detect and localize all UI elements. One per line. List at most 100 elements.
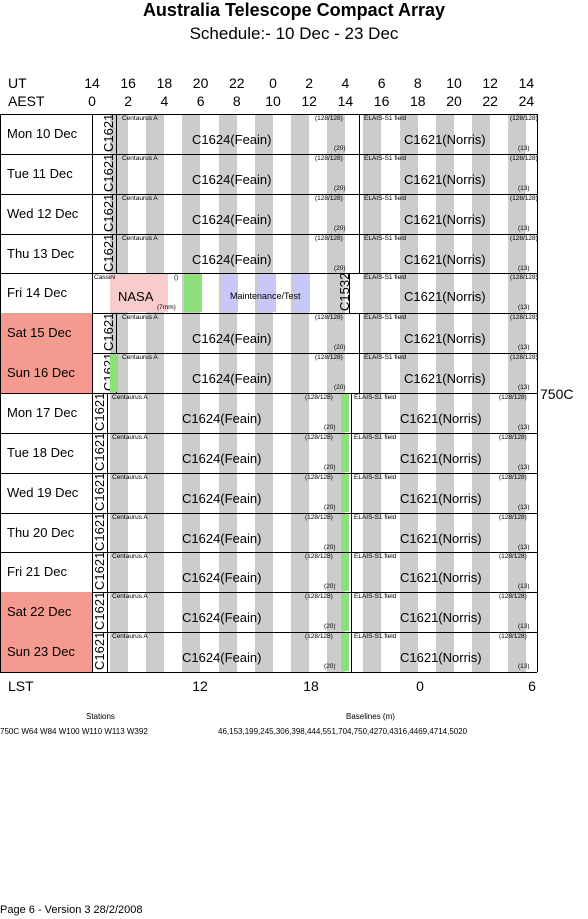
ratio-right: (128/128) xyxy=(510,274,538,282)
ratio-right: (128/128) xyxy=(499,433,527,441)
maint-label: Maintenance/Test xyxy=(230,291,301,302)
nasa-label: NASA xyxy=(118,289,154,305)
row-divider xyxy=(0,353,537,355)
aest-tick: 4 xyxy=(160,93,169,109)
c1621-norris: C1621(Norris) xyxy=(404,251,486,267)
n20: (20) xyxy=(334,184,346,192)
ratio-left: (128/128) xyxy=(315,154,343,162)
n20: (20) xyxy=(324,463,336,471)
c1624-end xyxy=(351,472,352,513)
c1621-vertical: C1621 xyxy=(92,472,107,511)
centaurus-label: Centaurus A xyxy=(122,234,158,242)
centaurus-label: Centaurus A xyxy=(112,394,148,402)
ut-tick: 12 xyxy=(482,75,498,91)
n20: (20) xyxy=(324,583,336,591)
aest-axis-label: AEST xyxy=(8,93,45,109)
c1621-norris: C1621(Norris) xyxy=(400,610,482,626)
green-block xyxy=(341,553,349,592)
n13: (13) xyxy=(518,503,530,511)
c1624-end xyxy=(359,153,360,194)
day-label: Sat 15 Dec xyxy=(0,313,92,354)
row-divider xyxy=(0,193,537,195)
n20: (20) xyxy=(334,224,346,232)
c1621-norris: C1621(Norris) xyxy=(404,331,486,347)
c1624-end xyxy=(359,353,360,394)
stations-text: 750C W64 W84 W100 W110 W113 W392 xyxy=(0,727,148,736)
c1624-label: C1624(Feain) xyxy=(192,371,272,387)
green-block xyxy=(341,394,349,433)
n20: (20) xyxy=(324,424,336,432)
c1621-norris: C1621(Norris) xyxy=(404,211,486,227)
hour-stripe xyxy=(110,114,128,672)
grid-right xyxy=(537,114,538,672)
c1621-vertical: C1621 xyxy=(92,631,107,671)
cassini-label: Cassini xyxy=(94,274,116,282)
n20: (20) xyxy=(324,543,336,551)
maint-bg3 xyxy=(294,274,310,313)
c1621-norris: C1621(Norris) xyxy=(400,450,482,466)
green-block xyxy=(341,473,349,512)
ratio-right: (128/128) xyxy=(499,593,527,601)
ratio-left: (128/128) xyxy=(305,394,333,402)
c1621-divider xyxy=(107,472,108,513)
ratio-right: (128/128) xyxy=(499,633,527,641)
centaurus-label: Centaurus A xyxy=(112,433,148,441)
ratio-right: (128/128) xyxy=(510,115,538,122)
centaurus-label: Centaurus A xyxy=(112,553,148,561)
ratio-right: (128/128) xyxy=(510,154,538,162)
c1621-vertical: C1621 xyxy=(92,552,107,591)
n20: (20) xyxy=(334,264,346,272)
c1621-norris: C1621(Norris) xyxy=(400,530,482,546)
ut-tick: 14 xyxy=(84,75,100,91)
ut-tick: 8 xyxy=(413,75,422,91)
c1621-divider xyxy=(107,393,108,433)
elais-label: ELAIS-S1 field xyxy=(354,553,397,561)
c1624-label: C1624(Feain) xyxy=(192,211,272,227)
aest-tick: 24 xyxy=(518,93,535,109)
n20: (20) xyxy=(324,503,336,511)
elais-label: ELAIS-S1 field xyxy=(364,115,407,122)
div-line xyxy=(349,273,350,314)
lst-tick: 6 xyxy=(528,678,536,694)
paren-label: () xyxy=(174,274,179,282)
aest-tick: 8 xyxy=(232,93,241,109)
ratio-right: (128/128) xyxy=(510,354,538,362)
grid-top xyxy=(0,114,537,115)
ratio-left: (128/128) xyxy=(315,234,343,242)
row-divider xyxy=(0,512,537,514)
lst-axis-label: LST xyxy=(8,678,34,694)
lst-tick: 0 xyxy=(416,678,424,694)
n13: (13) xyxy=(518,663,530,671)
n20: (20) xyxy=(324,623,336,631)
c1624-label: C1624(Feain) xyxy=(182,650,262,666)
day-label: Wed 12 Dec xyxy=(7,205,79,221)
day-label: Thu 20 Dec xyxy=(7,524,75,540)
ratio-left: (128/128) xyxy=(305,433,333,441)
c1624-end xyxy=(351,592,352,633)
hour-stripe xyxy=(508,114,527,672)
c1624-end xyxy=(351,512,352,553)
c1621-divider xyxy=(107,632,108,673)
ut-tick: 22 xyxy=(229,75,245,91)
hour-stripe xyxy=(291,114,309,672)
day-label: Fri 21 Dec xyxy=(7,564,67,580)
c1624-label: C1624(Feain) xyxy=(182,570,262,586)
day-label: Sat 22 Dec xyxy=(0,592,92,633)
c1624-end xyxy=(359,193,360,234)
ut-tick: 6 xyxy=(377,75,386,91)
c1621-divider xyxy=(107,552,108,593)
ut-tick: 0 xyxy=(269,75,277,91)
aest-tick: 22 xyxy=(482,93,498,109)
centaurus-label: Centaurus A xyxy=(112,593,148,601)
elais-label: ELAIS-S1 field xyxy=(364,154,407,162)
c1624-end xyxy=(359,114,360,154)
aest-tick: 16 xyxy=(373,93,390,109)
ratio-left: (128/128) xyxy=(315,314,343,322)
ratio-left: (128/128) xyxy=(315,115,343,122)
aest-tick: 14 xyxy=(337,93,354,109)
row-divider xyxy=(0,273,537,275)
row-divider xyxy=(0,432,537,434)
c1624-end xyxy=(359,233,360,274)
row-divider xyxy=(0,153,537,155)
n13: (13) xyxy=(518,224,530,232)
